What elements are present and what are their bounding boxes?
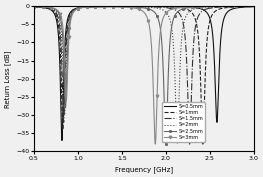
Line: S=0.5mm: S=0.5mm [34,6,254,141]
Line: S=2mm: S=2mm [34,6,254,144]
S=0.5mm [175,5,179,8]
S=0.5mm [164,5,168,8]
S=2mm [72,9,75,12]
S=2.5mm [32,5,35,8]
S=1.5mm [213,6,216,8]
S=0.5mm [72,8,75,10]
Line: S=1.5mm: S=1.5mm [34,6,254,144]
S=1mm [252,5,255,8]
Line: S=3mm: S=3mm [33,5,255,145]
X-axis label: Frequency [GHz]: Frequency [GHz] [115,166,173,173]
S=2mm [32,5,35,8]
S=3mm [32,5,35,8]
S=1mm [32,6,35,8]
S=1.5mm [188,143,191,145]
S=1.5mm [32,6,35,8]
S=2.5mm [164,143,167,145]
S=2.5mm [213,5,216,8]
S=3mm [175,7,179,9]
S=2mm [252,5,255,7]
S=0.5mm [196,7,200,9]
S=1mm [164,6,168,8]
S=0.5mm [213,72,216,74]
S=1mm [196,33,200,36]
S=2.5mm [164,143,168,145]
S=2mm [164,11,167,13]
S=2mm [116,5,119,8]
S=3mm [116,6,119,8]
S=1.5mm [175,10,179,12]
S=0.5mm [252,6,255,8]
S=3mm [72,11,75,13]
Y-axis label: Return Loss [dB]: Return Loss [dB] [4,50,11,107]
S=1.5mm [116,5,119,7]
S=2.5mm [175,11,179,13]
S=1mm [116,5,119,7]
S=1mm [175,6,179,8]
S=2.5mm [72,10,75,12]
S=2mm [175,140,179,142]
S=2mm [213,6,216,8]
S=3mm [154,143,157,145]
Legend: S=0.5mm, S=1mm, S=1.5mm, S=2mm, S=2.5mm, S=3mm: S=0.5mm, S=1mm, S=1.5mm, S=2mm, S=2.5mm,… [162,102,205,142]
S=3mm [164,12,168,14]
S=2.5mm [116,6,119,8]
S=1.5mm [252,5,255,7]
S=2mm [196,7,200,9]
Line: S=1mm: S=1mm [34,6,254,144]
S=0.5mm [133,5,136,7]
S=0.5mm [116,5,119,7]
S=2mm [176,143,179,145]
S=1.5mm [196,16,200,18]
S=1mm [72,9,75,11]
S=2.5mm [252,5,255,7]
S=1.5mm [72,9,75,11]
S=1mm [124,5,127,7]
S=1mm [213,10,216,13]
S=3mm [213,5,216,7]
S=2.5mm [196,6,200,8]
S=3mm [196,5,200,8]
S=3mm [252,5,255,7]
S=1.5mm [164,7,167,9]
S=1mm [201,143,204,145]
S=0.5mm [60,139,64,142]
Line: S=2.5mm: S=2.5mm [33,5,255,145]
S=0.5mm [32,6,35,8]
